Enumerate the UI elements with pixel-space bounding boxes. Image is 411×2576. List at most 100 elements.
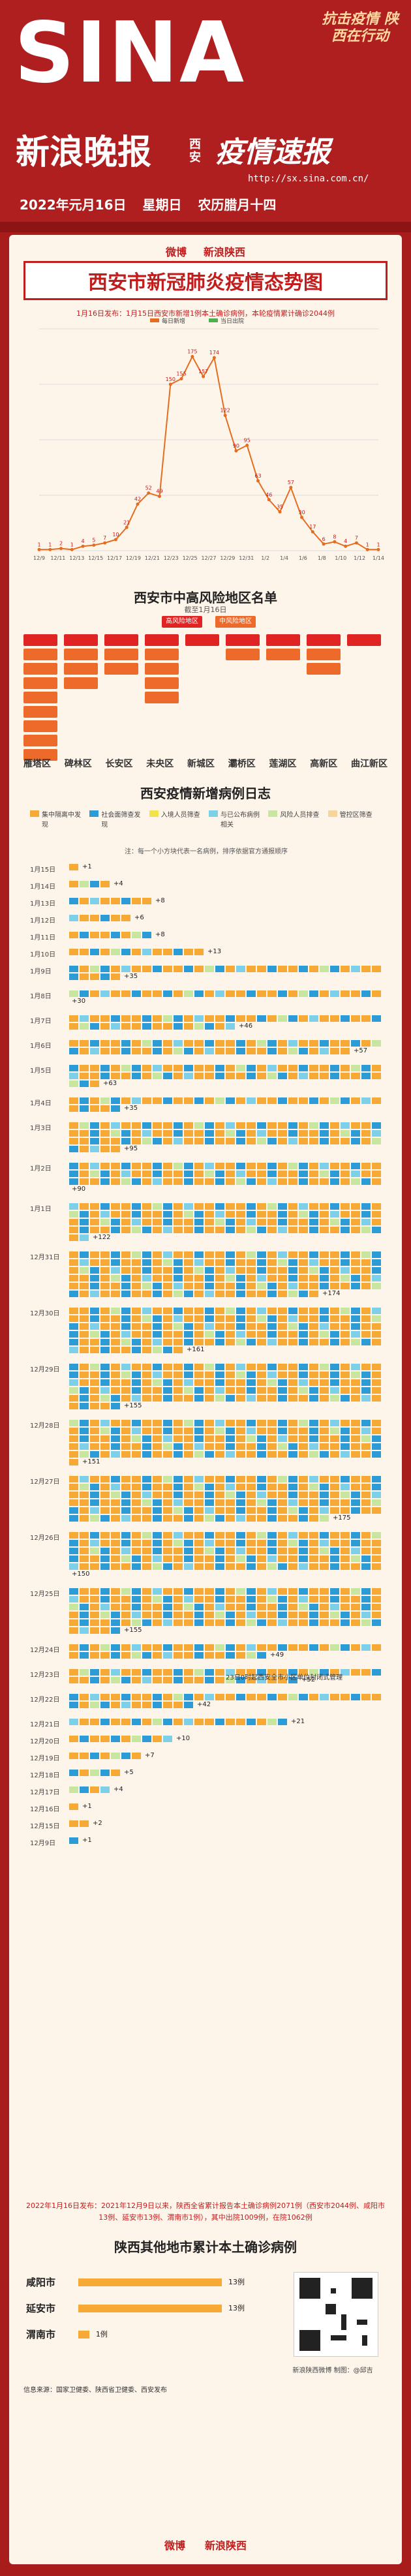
case-cell <box>341 1435 350 1442</box>
case-cell <box>80 1604 89 1610</box>
case-cell <box>132 1702 141 1708</box>
day-count: +57 <box>354 1047 368 1054</box>
case-cell <box>372 1507 381 1514</box>
case-cell <box>121 1420 130 1426</box>
case-cell <box>361 1476 371 1482</box>
case-cell <box>299 1556 308 1562</box>
case-cell <box>309 1339 318 1345</box>
case-cell <box>247 1122 256 1129</box>
case-cell <box>351 1596 360 1602</box>
case-cell <box>174 1275 183 1281</box>
case-cell <box>267 1563 277 1570</box>
case-cell <box>90 1694 99 1700</box>
case-cell <box>100 1364 110 1370</box>
case-cell <box>132 1163 141 1169</box>
case-cell <box>247 1283 256 1289</box>
case-cell <box>341 1171 350 1177</box>
case-cell <box>299 1219 308 1225</box>
case-cell <box>205 1171 214 1177</box>
case-cell <box>121 1138 130 1144</box>
case-cell <box>330 1138 339 1144</box>
case-cell <box>278 1604 287 1610</box>
case-cell <box>309 1619 318 1626</box>
case-cell <box>90 1540 99 1546</box>
case-cell <box>299 1130 308 1137</box>
case-cell <box>142 1275 151 1281</box>
case-cell <box>247 1548 256 1554</box>
source-text: 信息来源：国家卫健委、陕西省卫健委、西安发布 <box>23 2387 167 2394</box>
case-cell <box>226 966 235 972</box>
case-cell <box>257 1291 266 1297</box>
case-cell <box>215 1556 224 1562</box>
case-cell <box>236 1138 245 1144</box>
case-cell <box>320 1178 329 1185</box>
case-cell <box>90 1451 99 1458</box>
case-cell <box>372 1040 381 1047</box>
case-cell <box>288 1476 297 1482</box>
case-cell <box>361 1395 371 1402</box>
case-cell <box>184 1211 193 1218</box>
case-cell <box>174 1435 183 1442</box>
case-cell <box>257 1138 266 1144</box>
day-label: 12月21日 <box>30 1721 60 1728</box>
case-cell <box>236 1073 245 1079</box>
case-cell <box>320 1556 329 1562</box>
case-cell <box>132 1736 141 1742</box>
case-cell <box>194 1211 204 1218</box>
case-cell <box>69 1403 78 1409</box>
x-tick-label: 12/31 <box>239 555 254 561</box>
case-cell <box>278 1395 287 1402</box>
case-cell <box>236 1548 245 1554</box>
case-cell <box>80 1786 89 1793</box>
case-cell <box>100 1515 110 1522</box>
risk-area-tag <box>145 677 179 689</box>
case-cell <box>153 1171 162 1177</box>
case-cell <box>100 1753 110 1759</box>
case-cell <box>184 1548 193 1554</box>
case-cell <box>174 1163 183 1169</box>
data-point <box>92 544 96 547</box>
data-label: 49 <box>156 489 162 495</box>
case-cell <box>257 1331 266 1338</box>
case-cell <box>320 1097 329 1104</box>
case-cell <box>299 1451 308 1458</box>
case-cell <box>372 1315 381 1322</box>
case-cell <box>184 1443 193 1450</box>
case-cell <box>361 1097 371 1104</box>
case-cell <box>341 1219 350 1225</box>
case-cell <box>372 1669 381 1676</box>
case-cell <box>132 1291 141 1297</box>
paper-title: 新浪晚报 <box>16 133 152 172</box>
case-cell <box>111 1259 120 1266</box>
case-cell <box>90 1736 99 1742</box>
case-cell <box>215 1291 224 1297</box>
data-label: 7 <box>103 535 106 541</box>
weekday-text: 星期日 <box>142 197 182 213</box>
case-cell <box>320 1694 329 1700</box>
case-cell <box>163 1677 172 1683</box>
case-cell <box>163 1308 172 1314</box>
case-cell <box>309 1420 318 1426</box>
case-cell <box>153 1702 162 1708</box>
case-cell <box>205 1130 214 1137</box>
case-cell <box>309 1178 318 1185</box>
case-cell <box>205 1532 214 1539</box>
qr-code[interactable] <box>294 2272 378 2357</box>
case-cell <box>309 1040 318 1047</box>
risk-area-tag <box>347 634 381 646</box>
case-cell <box>100 1138 110 1144</box>
case-cell <box>278 1138 287 1144</box>
case-cell <box>205 1484 214 1490</box>
case-cell <box>236 1323 245 1330</box>
case-cell <box>267 1323 277 1330</box>
case-cell <box>69 1563 78 1570</box>
case-cell <box>247 1596 256 1602</box>
case-cell <box>100 1694 110 1700</box>
case-cell <box>194 1451 204 1458</box>
case-cell <box>257 1540 266 1546</box>
site-url[interactable]: http://sx.sina.com.cn/ <box>248 174 369 184</box>
legend-label: 与已公布病例相关 <box>221 812 260 829</box>
x-tick-label: 12/19 <box>126 555 141 561</box>
case-cell <box>372 990 381 997</box>
case-cell <box>121 1612 130 1618</box>
